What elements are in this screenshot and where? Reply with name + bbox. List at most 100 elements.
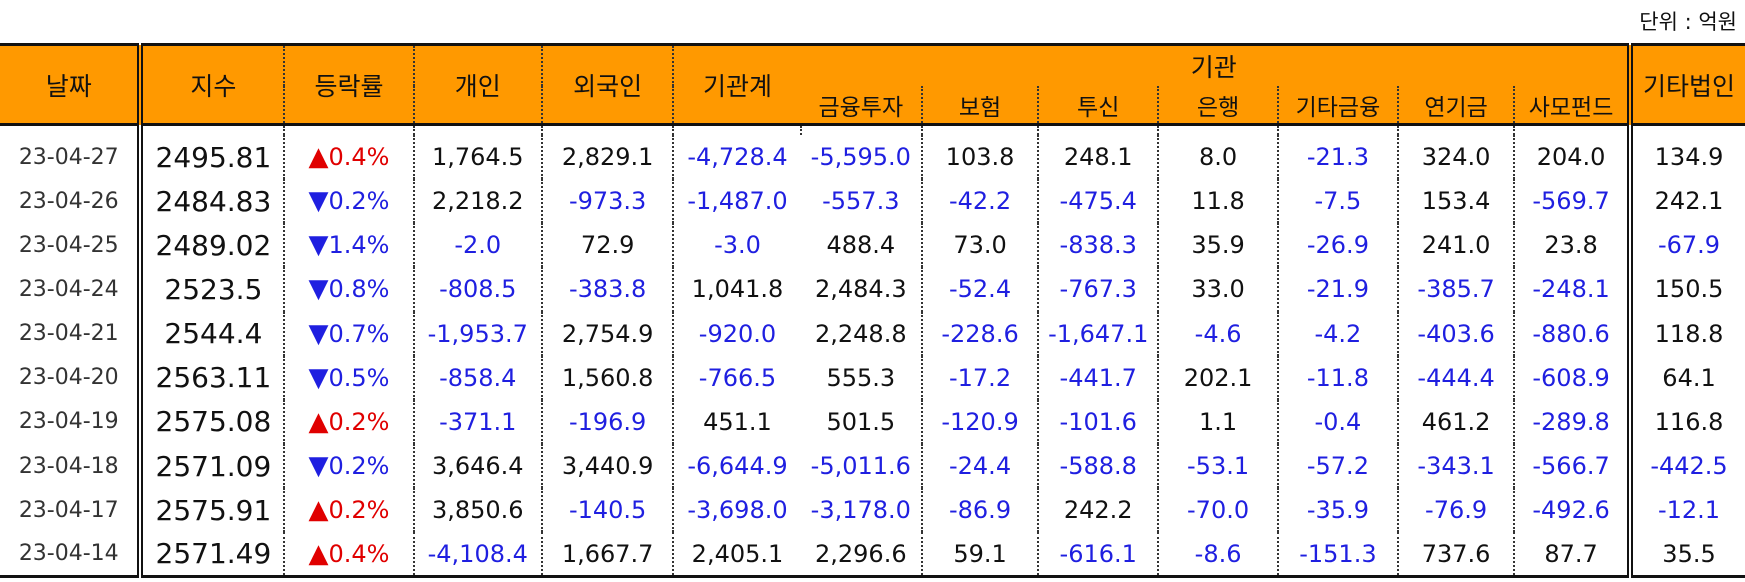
cell-private-fund: -289.8 — [1513, 399, 1631, 444]
cell-date: 23-04-19 — [18, 409, 119, 435]
cell-pension: -403.6 — [1397, 311, 1515, 356]
cell-foreign: -140.5 — [540, 488, 674, 533]
cell-insurance: -120.9 — [921, 399, 1039, 444]
cell-change: ▼0.8% — [283, 267, 414, 312]
arrow-down-icon: ▼ — [308, 362, 329, 393]
cell-financial-invest: -557.3 — [822, 187, 900, 216]
cell-inst-total: -3.0 — [672, 223, 801, 268]
arrow-down-icon: ▼ — [308, 451, 329, 482]
table-row: 23-04-25 2489.02 ▼1.4% -2.0 72.9 -3.0 488.4 73.… — [0, 223, 1745, 268]
arrow-up-icon: ▲ — [308, 538, 329, 569]
cell-change: ▲0.4% — [283, 134, 414, 180]
cell-insurance: -42.2 — [921, 179, 1039, 224]
cell-other-financial: -11.8 — [1276, 355, 1399, 400]
cell-private-fund: -248.1 — [1513, 267, 1631, 312]
cell-bank: 8.0 — [1157, 134, 1278, 180]
cell-individual: 3,850.6 — [412, 488, 542, 533]
cell-insurance: -228.6 — [921, 311, 1039, 356]
table-row: 23-04-14 2571.49 ▲0.4% -4,108.4 1,667.7 2,405… — [0, 532, 1745, 577]
cell-date: 23-04-21 — [18, 321, 119, 347]
cell-change: ▼0.7% — [283, 311, 414, 356]
cell-index: 2495.81 — [137, 134, 285, 180]
cell-index: 2575.08 — [137, 399, 285, 444]
col-individual: 개인 — [412, 44, 542, 126]
cell-index: 2489.02 — [137, 223, 285, 268]
cell-foreign: 2,754.9 — [540, 311, 674, 356]
cell-inst-total: -3,698.0 — [672, 488, 801, 533]
change-value: 0.2% — [328, 187, 390, 216]
cell-foreign: -973.3 — [540, 179, 674, 224]
cell-other-financial: -21.3 — [1276, 134, 1399, 180]
cell-bank: 1.1 — [1157, 399, 1278, 444]
table-row: 23-04-24 2523.5 ▼0.8% -808.5 -383.8 1,041.8 2,… — [0, 267, 1745, 312]
cell-date: 23-04-27 — [18, 144, 119, 170]
col-private-fund: 사모펀드 — [1513, 86, 1631, 126]
cell-other-corp: -442.5 — [1627, 443, 1745, 489]
cell-other-financial: -35.9 — [1276, 488, 1399, 533]
cell-pension: -444.4 — [1397, 355, 1515, 400]
cell-date: 23-04-20 — [18, 365, 119, 391]
cell-private-fund: 204.0 — [1513, 134, 1631, 180]
cell-bank: 33.0 — [1157, 267, 1278, 312]
cell-investment-trust: -1,647.1 — [1037, 311, 1159, 356]
arrow-down-icon: ▼ — [308, 186, 329, 217]
table-spacer — [0, 124, 1745, 135]
cell-private-fund: -880.6 — [1513, 311, 1631, 356]
cell-other-financial: -57.2 — [1276, 443, 1399, 489]
cell-insurance: -17.2 — [921, 355, 1039, 400]
cell-inst-total: -920.0 — [672, 311, 801, 356]
cell-private-fund: -566.7 — [1513, 443, 1631, 489]
cell-individual: 1,764.5 — [412, 134, 542, 180]
cell-insurance: -86.9 — [921, 488, 1039, 533]
cell-private-fund: -608.9 — [1513, 355, 1631, 400]
cell-pension: 153.4 — [1397, 179, 1515, 224]
table-header: 날짜 지수 등락률 개인 외국인 기관계 기관 기타법인 금융투자 보험 투신 … — [0, 44, 1745, 126]
change-value: 0.8% — [328, 275, 390, 304]
cell-bank: -8.6 — [1157, 532, 1278, 577]
cell-index: 2571.49 — [137, 532, 285, 577]
table-row: 23-04-19 2575.08 ▲0.2% -371.1 -196.9 451.1 501… — [0, 399, 1745, 444]
col-foreign: 외국인 — [540, 44, 674, 126]
col-financial-invest: 금융투자 — [800, 86, 923, 126]
cell-index: 2575.91 — [137, 488, 285, 533]
cell-other-corp: 150.5 — [1627, 267, 1745, 312]
cell-inst-total: -1,487.0 — [672, 179, 801, 224]
cell-investment-trust: -616.1 — [1037, 532, 1159, 577]
cell-financial-invest: 501.5 — [826, 407, 896, 436]
cell-pension: 241.0 — [1397, 223, 1515, 268]
col-insurance: 보험 — [921, 86, 1039, 126]
col-change: 등락률 — [283, 44, 414, 126]
cell-foreign: -383.8 — [540, 267, 674, 312]
change-value: 0.4% — [328, 143, 390, 172]
cell-pension: 461.2 — [1397, 399, 1515, 444]
table-row: 23-04-20 2563.11 ▼0.5% -858.4 1,560.8 -766.5 5… — [0, 355, 1745, 400]
cell-foreign: 1,667.7 — [540, 532, 674, 577]
cell-other-financial: -151.3 — [1276, 532, 1399, 577]
cell-financial-invest: -3,178.0 — [810, 496, 911, 525]
cell-index: 2523.5 — [137, 267, 285, 312]
table-row: 23-04-17 2575.91 ▲0.2% 3,850.6 -140.5 -3,698.… — [0, 488, 1745, 533]
cell-insurance: -52.4 — [921, 267, 1039, 312]
cell-bank: 202.1 — [1157, 355, 1278, 400]
cell-date: 23-04-24 — [18, 276, 119, 302]
cell-index: 2563.11 — [137, 355, 285, 400]
cell-bank: 35.9 — [1157, 223, 1278, 268]
change-value: 0.5% — [328, 363, 390, 392]
cell-change: ▼0.2% — [283, 443, 414, 489]
cell-date: 23-04-18 — [18, 453, 119, 479]
cell-individual: 2,218.2 — [412, 179, 542, 224]
cell-change: ▼1.4% — [283, 223, 414, 268]
table-row: 23-04-21 2544.4 ▼0.7% -1,953.7 2,754.9 -920.0… — [0, 311, 1745, 356]
change-value: 0.4% — [328, 539, 390, 568]
cell-investment-trust: -101.6 — [1037, 399, 1159, 444]
cell-other-financial: -21.9 — [1276, 267, 1399, 312]
cell-foreign: -196.9 — [540, 399, 674, 444]
change-value: 1.4% — [328, 231, 390, 260]
cell-foreign: 72.9 — [540, 223, 674, 268]
table-row: 23-04-18 2571.09 ▼0.2% 3,646.4 3,440.9 -6,644… — [0, 443, 1745, 489]
cell-other-corp: -67.9 — [1627, 223, 1745, 268]
cell-other-corp: 134.9 — [1627, 134, 1745, 180]
cell-investment-trust: -588.8 — [1037, 443, 1159, 489]
cell-financial-invest: 2,484.3 — [814, 275, 907, 304]
cell-pension: 737.6 — [1397, 532, 1515, 577]
